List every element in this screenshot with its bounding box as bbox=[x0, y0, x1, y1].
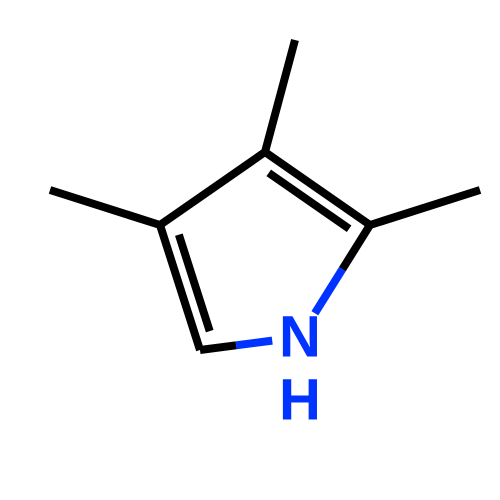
bond-line bbox=[200, 345, 236, 350]
bond-line bbox=[160, 152, 265, 225]
bond-line bbox=[265, 152, 370, 225]
atom-h-label: H bbox=[279, 368, 321, 433]
atom-n-label: N bbox=[279, 305, 321, 370]
molecule-diagram: NH bbox=[0, 0, 500, 500]
bond-line bbox=[370, 190, 480, 225]
bond-line bbox=[50, 190, 160, 225]
bond-line bbox=[265, 40, 295, 152]
bond-line bbox=[179, 235, 210, 331]
bond-line bbox=[236, 341, 272, 346]
